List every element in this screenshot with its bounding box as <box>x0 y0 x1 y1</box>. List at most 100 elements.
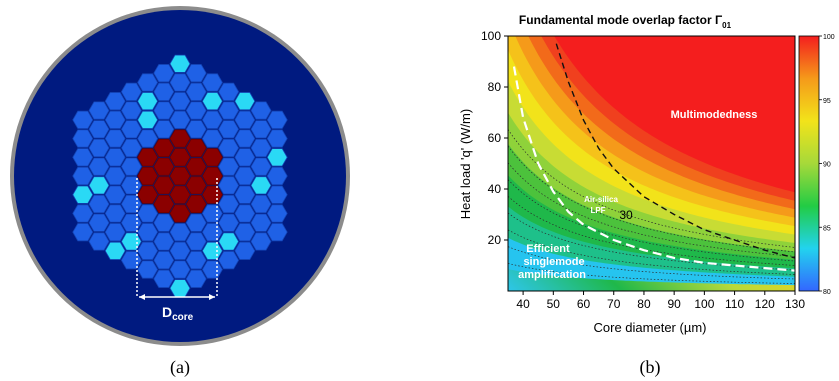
panel-a-fiber-cross-section: Dcore (a) <box>10 6 350 378</box>
cladding-hexagon <box>169 110 191 129</box>
core-hexagon <box>185 157 207 176</box>
cladding-hexagon <box>104 166 126 186</box>
cladding-hexagon <box>185 232 207 251</box>
cladding-hexagon <box>104 129 126 148</box>
label-contour-30: 30 <box>619 208 633 222</box>
doped-hexagon <box>169 54 191 73</box>
cladding-hexagon <box>88 101 110 120</box>
cladding-hexagon <box>137 223 159 242</box>
cladding-hexagon <box>218 176 240 195</box>
cladding-hexagon <box>185 101 207 120</box>
y-tick-label: 20 <box>488 233 502 247</box>
cladding-hexagon <box>201 73 223 92</box>
panel-b-overlap-chart: Fundamental mode overlap factor Γ01 40 50… <box>458 13 835 378</box>
doped-hexagon <box>88 176 110 195</box>
cladding-hexagon <box>169 223 191 242</box>
cladding-hexagon <box>218 120 240 139</box>
heatmap-band <box>554 36 795 193</box>
panel-a-caption: (a) <box>170 357 190 378</box>
x-axis-label: Core diameter (µm) <box>594 320 707 335</box>
heatmap-area <box>508 36 795 291</box>
y-tick-label: 80 <box>488 80 502 94</box>
doped-hexagon <box>72 185 94 204</box>
cladding-hexagon <box>234 129 256 148</box>
series-line <box>512 66 795 272</box>
cladding-hexagon <box>218 101 240 120</box>
cladding-hexagon <box>120 120 142 139</box>
cladding-hexagon <box>72 204 94 223</box>
cladding-hexagon <box>153 101 175 120</box>
cladding-hexagon <box>137 204 159 223</box>
core-hexagon <box>137 166 159 186</box>
doped-hexagon <box>137 110 159 129</box>
cladding-hexagon <box>250 138 272 158</box>
cladding-hexagon <box>120 101 142 120</box>
dotted-contour <box>508 196 795 266</box>
doped-hexagon <box>250 176 272 195</box>
cladding-hexagon <box>72 223 94 242</box>
cladding-hexagon <box>104 223 126 242</box>
x-axis-ticks: 40 50 60 70 80 90 100 110 120 130 <box>516 291 805 311</box>
cladding-hexagon <box>137 260 159 279</box>
doped-hexagon <box>104 241 126 260</box>
x-tick-label: 120 <box>755 297 775 311</box>
y-axis-label: Heat load 'q' (W/m) <box>458 109 473 219</box>
doped-hexagon <box>201 92 223 111</box>
core-hexagon <box>201 148 223 167</box>
cladding-hexagon <box>88 138 110 158</box>
cladding-hexagon <box>104 204 126 223</box>
cladding-hexagon <box>185 251 207 270</box>
cladding-hexagon <box>266 166 288 186</box>
colorbar-tick-label: 90 <box>823 162 831 169</box>
cladding-hexagon <box>234 185 256 204</box>
x-tick-label: 90 <box>667 297 681 311</box>
cladding-hexagon <box>88 120 110 139</box>
cladding-hexagon <box>250 101 272 120</box>
cladding-hexagon <box>250 213 272 232</box>
colorbar <box>798 35 820 292</box>
cladding-hexagon <box>185 64 207 83</box>
cladding-hexagon <box>185 213 207 232</box>
y-tick-label: 100 <box>481 29 501 43</box>
y-tick-label: 40 <box>488 182 502 196</box>
cladding-hexagon <box>266 129 288 148</box>
cladding-hexagon <box>234 166 256 186</box>
y-tick-label: 60 <box>488 131 502 145</box>
core-hexagon <box>201 166 223 186</box>
label-amplification: amplification <box>518 269 586 281</box>
core-hexagon <box>185 176 207 195</box>
cladding-hexagon <box>104 148 126 167</box>
dotted-contour <box>508 129 795 248</box>
colorbar-tick-label: 85 <box>823 225 831 232</box>
cladding-hexagon <box>137 129 159 148</box>
x-tick-label: 130 <box>785 297 805 311</box>
cladding-hexagon <box>218 194 240 214</box>
core-hexagon <box>153 138 175 158</box>
cladding-hexagon <box>218 157 240 176</box>
cladding-hexagon <box>185 269 207 288</box>
label-singlemode: singlemode <box>523 256 584 268</box>
doped-hexagon <box>234 92 256 111</box>
cladding-hexagon <box>266 204 288 223</box>
cladding-hexagon <box>88 213 110 232</box>
dotted-contour <box>508 246 795 280</box>
doped-hexagon <box>266 148 288 167</box>
core-hexagon <box>153 176 175 195</box>
cladding-hexagon <box>169 92 191 111</box>
cladding-hexagon <box>234 204 256 223</box>
dimension-arrow-right-head <box>209 294 215 300</box>
cladding-hexagon <box>137 73 159 92</box>
cladding-hexagon <box>234 223 256 242</box>
cladding-hexagon <box>234 148 256 167</box>
dimension-label: Dcore <box>162 304 194 323</box>
cladding-hexagon <box>153 120 175 139</box>
cladding-hexagon <box>104 92 126 111</box>
core-hexagon <box>169 166 191 186</box>
cladding-hexagon <box>120 138 142 158</box>
core-hexagon <box>137 148 159 167</box>
cladding-hexagon <box>185 82 207 101</box>
y-axis-ticks: 20 40 60 80 100 <box>481 29 508 247</box>
core-hexagon <box>185 194 207 214</box>
cladding-hexagon <box>72 148 94 167</box>
cladding-hexagon <box>266 223 288 242</box>
